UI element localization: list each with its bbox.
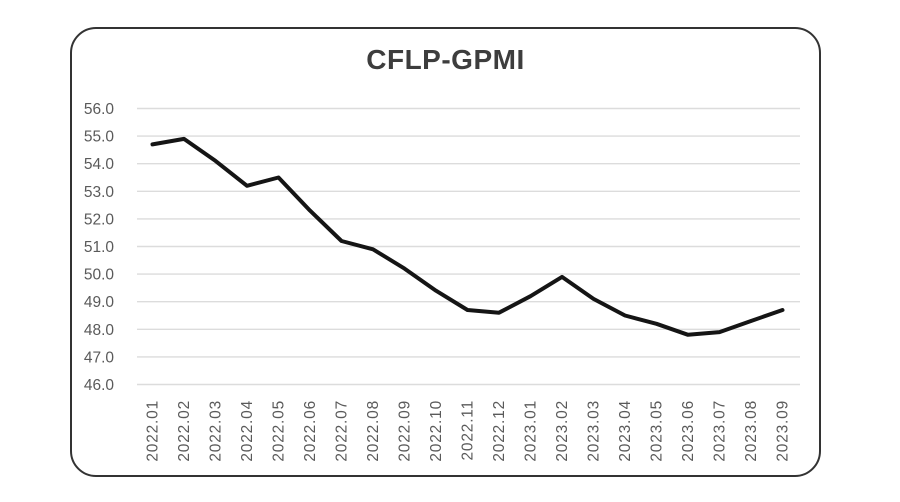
y-tick-label: 48.0 — [84, 322, 115, 339]
x-tick-label: 2022.02 — [176, 400, 193, 462]
y-tick-label: 50.0 — [84, 267, 115, 284]
y-tick-label: 49.0 — [84, 294, 115, 311]
x-tick-label: 2022.05 — [271, 400, 288, 462]
x-tick-label: 2023.05 — [649, 400, 666, 462]
x-tick-label: 2022.01 — [145, 400, 162, 462]
x-tick-label: 2022.10 — [428, 400, 445, 462]
chart-title: CFLP-GPMI — [366, 44, 525, 75]
y-tick-label: 47.0 — [84, 349, 115, 366]
chart-card — [70, 27, 821, 477]
y-tick-label: 53.0 — [84, 184, 115, 201]
x-tick-label: 2022.03 — [208, 400, 225, 462]
x-tick-label: 2022.06 — [302, 400, 319, 462]
x-tick-label: 2022.09 — [397, 400, 414, 462]
y-tick-label: 56.0 — [84, 101, 115, 118]
y-tick-label: 55.0 — [84, 129, 115, 146]
x-tick-label: 2022.12 — [491, 400, 508, 462]
x-tick-label: 2022.08 — [365, 400, 382, 462]
x-tick-label: 2023.01 — [523, 400, 540, 462]
y-tick-label: 51.0 — [84, 239, 115, 256]
x-tick-label: 2023.02 — [554, 400, 571, 462]
y-tick-label: 52.0 — [84, 211, 115, 228]
x-tick-label: 2023.03 — [586, 400, 603, 462]
data-line — [150, 136, 785, 337]
x-tick-label: 2023.09 — [775, 400, 792, 462]
x-tick-label: 2023.06 — [680, 400, 697, 462]
x-tick-label: 2022.11 — [460, 400, 477, 460]
x-tick-label: 2023.08 — [743, 400, 760, 462]
x-tick-label: 2023.07 — [712, 400, 729, 462]
x-tick-label: 2022.07 — [334, 400, 351, 462]
x-tick-label: 2023.04 — [617, 400, 634, 462]
y-tick-label: 46.0 — [84, 377, 115, 394]
y-tick-label: 54.0 — [84, 156, 115, 173]
x-tick-label: 2022.04 — [239, 400, 256, 462]
